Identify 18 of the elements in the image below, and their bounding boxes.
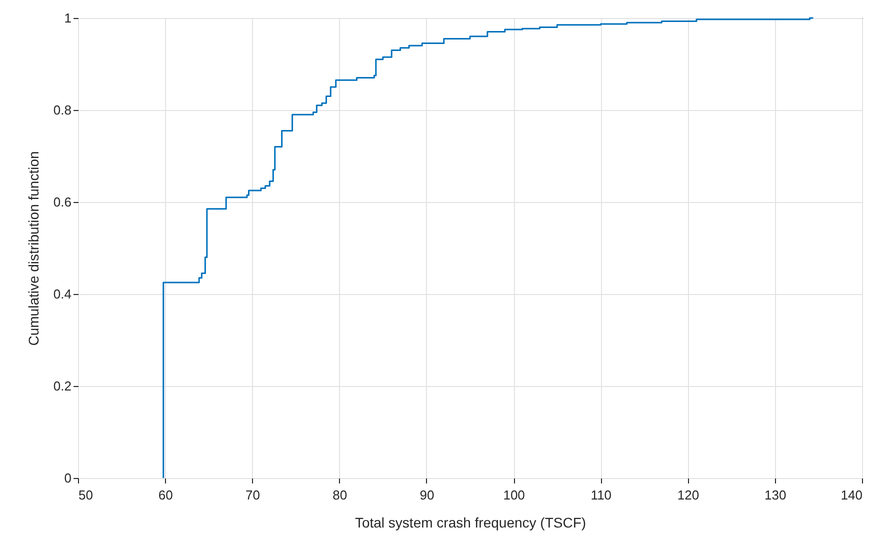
y-tick-label: 0.8 [53, 102, 72, 118]
x-tick-label: 140 [840, 488, 862, 502]
y-tick-label: 0.4 [53, 286, 72, 302]
x-tick-label: 80 [332, 488, 348, 502]
y-tick-label: 1 [64, 10, 72, 26]
x-tick-label: 110 [590, 488, 612, 502]
y-tick-label: 0 [64, 470, 72, 486]
x-tick-label: 70 [245, 488, 260, 502]
y-tick-label: 0.6 [53, 194, 72, 210]
x-tick-label: 50 [78, 488, 93, 502]
y-axis-title: Cumulative distribution function [25, 151, 42, 346]
x-tick-label: 90 [420, 488, 434, 502]
x-tick-label: 120 [677, 488, 700, 502]
x-tick-label: 100 [503, 488, 525, 502]
x-tick-label: 130 [764, 488, 786, 502]
y-tick-label: 0.2 [53, 378, 72, 394]
x-tick-label: 60 [158, 488, 173, 502]
x-axis-title: Total system crash frequency (TSCF) [354, 514, 586, 530]
